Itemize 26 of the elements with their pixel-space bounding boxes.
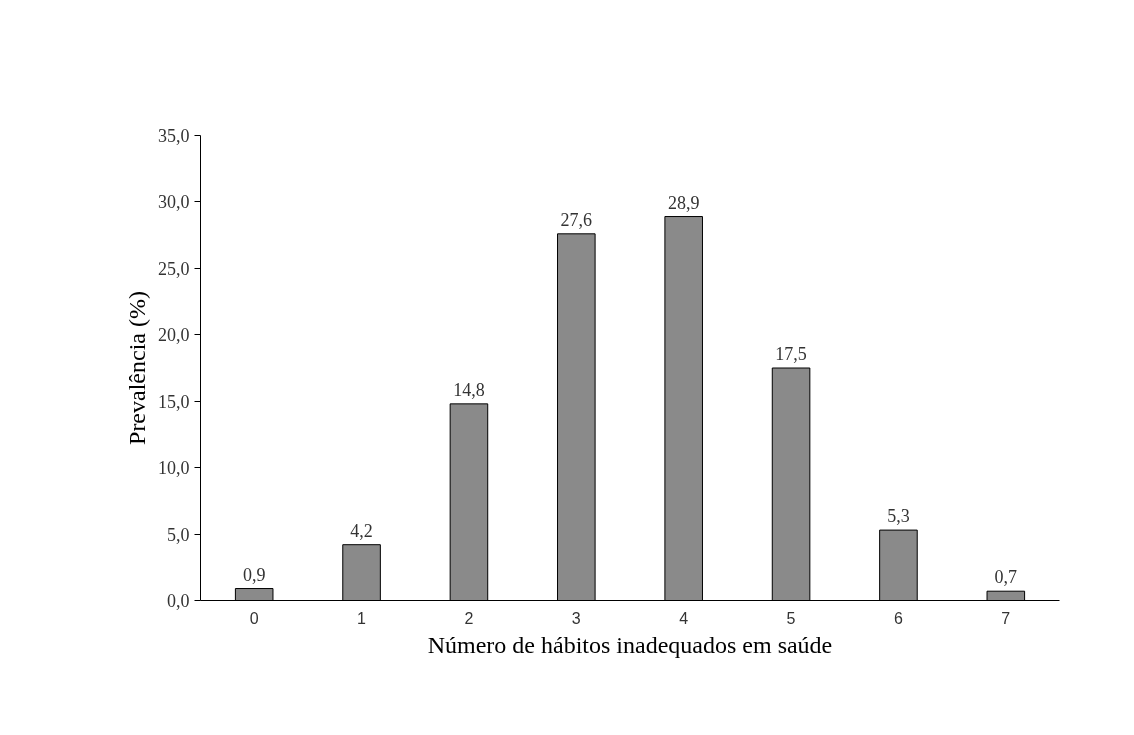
data-label: 0,7 — [994, 567, 1018, 588]
y-tick-label: 0,0 — [167, 591, 190, 611]
x-tick-label: 1 — [357, 609, 367, 627]
y-axis-title: Prevalência (%) — [124, 291, 150, 445]
x-tick-label: 0 — [249, 609, 259, 627]
x-axis-title: Número de hábitos inadequados em saúde — [427, 631, 833, 658]
data-label: 5,3 — [887, 506, 910, 527]
y-tick-label: 25,0 — [158, 258, 190, 279]
data-label: 14,8 — [453, 379, 485, 400]
x-tick-label: 4 — [679, 609, 689, 627]
data-label: 17,5 — [775, 344, 807, 364]
y-tick-label: 30,0 — [158, 192, 190, 213]
y-tick-label: 35,0 — [158, 126, 190, 146]
y-tick-label: 10,0 — [158, 458, 190, 479]
y-tick-label: 5,0 — [167, 524, 190, 545]
data-label: 4,2 — [350, 520, 373, 541]
data-label: 27,6 — [560, 209, 593, 230]
x-tick-label: 3 — [571, 609, 581, 627]
x-tick-label: 6 — [893, 609, 903, 627]
x-tick-label: 5 — [786, 609, 796, 627]
y-tick-label: 20,0 — [158, 325, 190, 346]
data-label: 28,9 — [667, 192, 700, 213]
x-tick-label: 2 — [464, 609, 474, 627]
y-tick-label: 15,0 — [158, 391, 190, 412]
data-label: 0,9 — [242, 564, 266, 585]
x-tick-label: 7 — [1001, 609, 1011, 627]
